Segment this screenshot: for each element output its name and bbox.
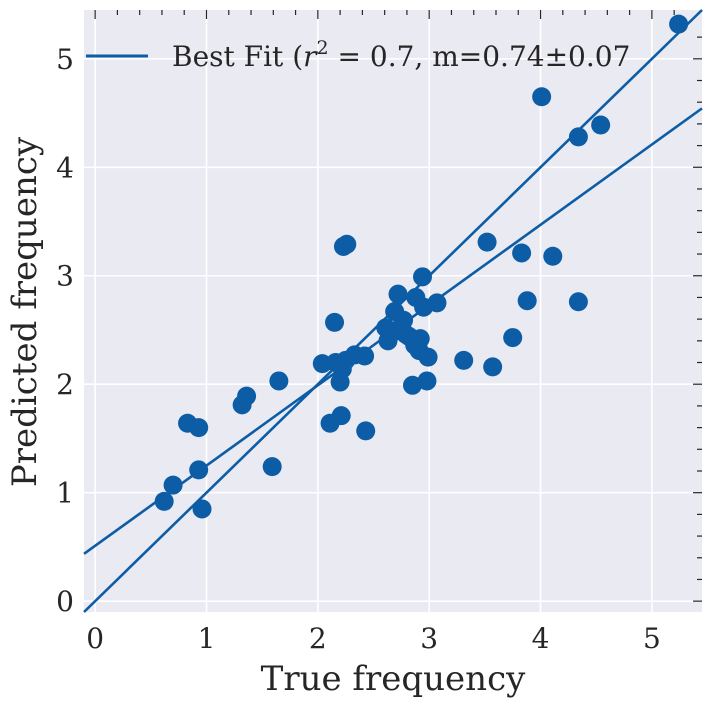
x-tick-label: 2 [309, 622, 327, 655]
x-tick-label: 5 [643, 622, 661, 655]
x-tick-label: 3 [420, 622, 438, 655]
legend-suffix: = 0.7, m=0.74±0.07 [329, 40, 631, 73]
data-point [410, 329, 430, 349]
y-tick-label: 3 [56, 260, 74, 293]
data-point [394, 310, 414, 330]
data-point [543, 246, 563, 266]
data-point [337, 234, 357, 254]
legend-prefix: Best Fit ( [172, 40, 303, 73]
data-point [417, 371, 437, 391]
data-point [269, 371, 289, 391]
data-point [356, 421, 376, 441]
data-point [483, 357, 503, 377]
axis-ticks [94, 10, 702, 602]
data-point [154, 491, 174, 511]
data-points [154, 14, 689, 519]
data-point [413, 267, 433, 287]
y-tick-label: 0 [56, 585, 74, 618]
legend-r-symbol: r [303, 40, 318, 73]
data-point [163, 475, 183, 495]
x-tick-label: 0 [86, 622, 104, 655]
data-point [388, 284, 408, 304]
y-tick-label: 1 [56, 477, 74, 510]
y-tick-label: 4 [56, 151, 74, 184]
data-point [427, 293, 447, 313]
y-axis-label: Predicted frequency [5, 136, 45, 487]
y-tick-labels: 0 1 2 3 4 5 [56, 43, 74, 618]
data-point [262, 457, 282, 477]
data-point [331, 406, 351, 426]
data-point [325, 312, 345, 332]
data-point [568, 292, 588, 312]
data-point [669, 14, 689, 34]
data-point [517, 291, 537, 311]
x-axis-label: True frequency [261, 659, 526, 699]
data-point [512, 243, 532, 263]
y-tick-label: 5 [56, 43, 74, 76]
y-tick-label: 2 [56, 368, 74, 401]
grid [84, 10, 702, 612]
data-point [237, 386, 257, 406]
data-point [477, 232, 497, 252]
data-point [503, 328, 523, 348]
data-point [189, 460, 209, 480]
data-point [355, 346, 375, 366]
data-point [532, 87, 552, 107]
legend-superscript: 2 [317, 37, 329, 59]
x-tick-labels: 0 1 2 3 4 5 [86, 622, 661, 655]
data-point [189, 418, 209, 438]
data-point [418, 347, 438, 367]
x-tick-label: 4 [532, 622, 550, 655]
legend: Best Fit (r2 = 0.7, m=0.74±0.07 [86, 37, 630, 73]
data-point [591, 115, 611, 135]
data-point [192, 499, 212, 519]
data-point [454, 350, 474, 370]
legend-label: Best Fit (r2 = 0.7, m=0.74±0.07 [172, 37, 630, 73]
data-point [402, 375, 422, 395]
x-tick-label: 1 [198, 622, 216, 655]
data-point [568, 127, 588, 147]
